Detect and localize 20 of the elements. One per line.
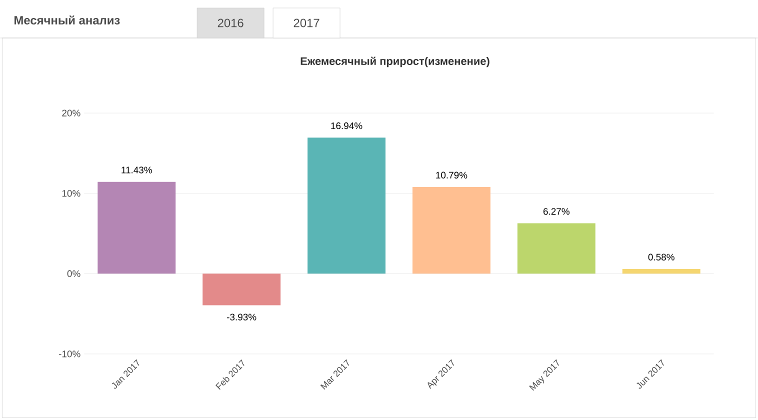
data-label: 6.27% [543, 208, 570, 215]
chart-title: Ежемесячный прирост(изменение) [300, 56, 490, 68]
y-tick-label: -10% [58, 350, 80, 358]
y-tick-label: 20% [62, 110, 80, 117]
bar [517, 223, 596, 274]
text: 2017 [294, 18, 320, 28]
text: Месячный анализ [14, 16, 120, 25]
y-tick-label: 10% [62, 190, 80, 197]
data-label: 11.43% [122, 166, 152, 174]
y-tick-label: 0% [67, 270, 80, 278]
data-label: -3.93% [227, 314, 256, 321]
bar [98, 182, 176, 274]
bar [308, 138, 386, 274]
data-label: 16.94% [331, 122, 362, 130]
data-label: 10.79% [436, 172, 468, 179]
bar [412, 187, 490, 274]
text: 2016 [218, 18, 244, 28]
bar [622, 269, 700, 274]
bar [202, 274, 281, 306]
data-label: 0.58% [648, 254, 674, 261]
